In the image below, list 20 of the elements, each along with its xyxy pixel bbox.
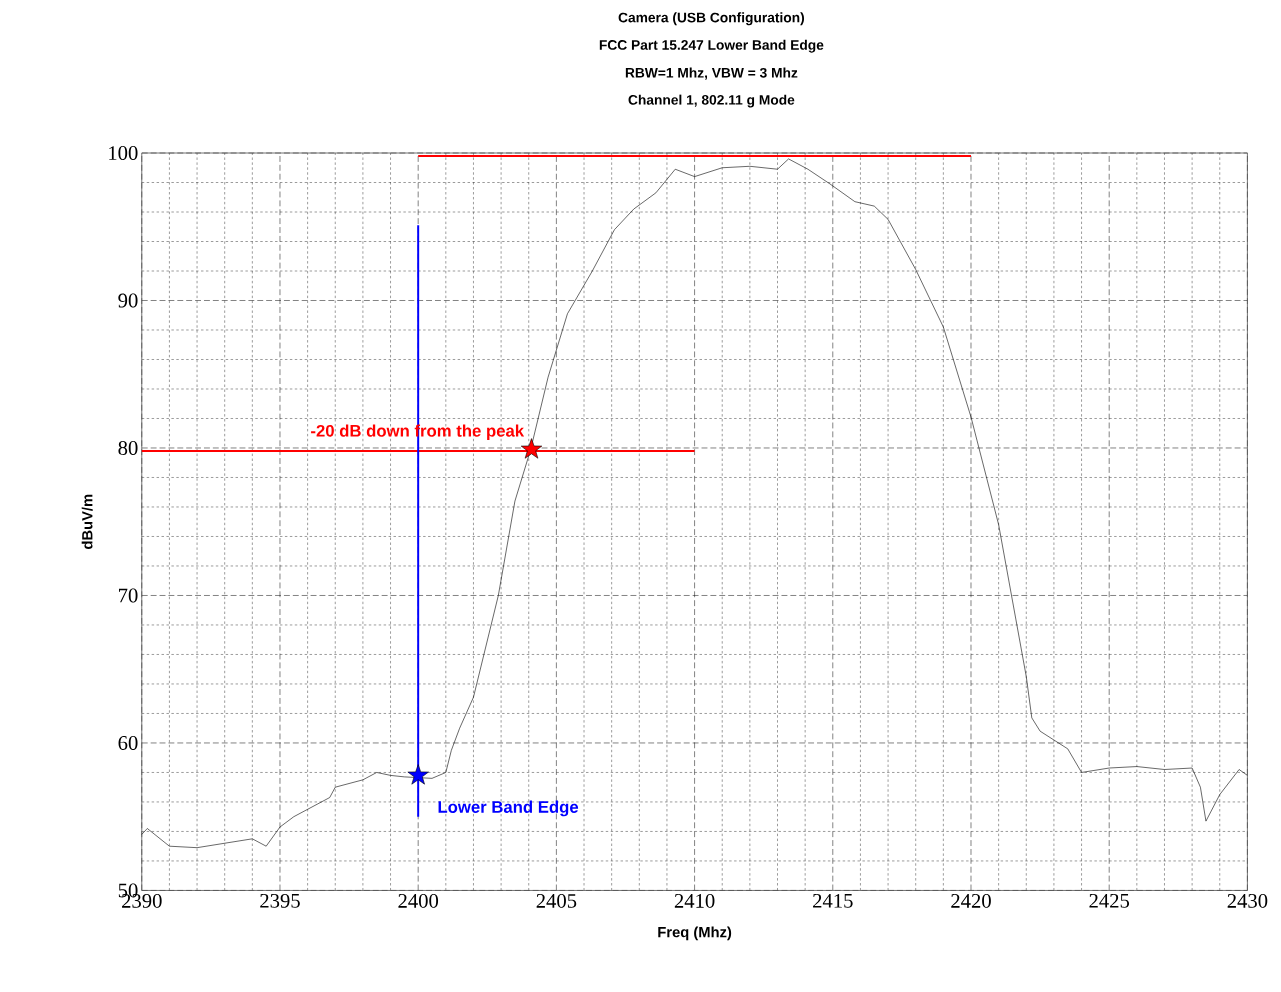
y-tick-label: 90 xyxy=(118,293,138,308)
x-tick-label: 2420 xyxy=(951,893,991,908)
text: FCC Part 15.247 Lower Band Edge xyxy=(599,39,824,53)
y-tick-label: 80 xyxy=(118,440,138,455)
x-tick-label: 2430 xyxy=(1227,893,1268,908)
x-tick-label: 2395 xyxy=(260,893,300,908)
text: Channel 1, 802.11 g Mode xyxy=(628,94,795,108)
text: RBW=1 Mhz, VBW = 3 Mhz xyxy=(625,67,798,80)
x-tick-label: 2425 xyxy=(1089,893,1130,908)
x-tick-label: 2410 xyxy=(674,893,715,908)
text: Camera (USB Configuration) xyxy=(618,12,805,26)
x-axis-title: Freq (Mhz) xyxy=(658,926,732,941)
y-tick-label: 70 xyxy=(119,588,138,603)
x-tick-label: 2415 xyxy=(813,893,853,908)
x-tick-label: 2405 xyxy=(536,893,577,908)
x-tick-label: 2400 xyxy=(398,893,439,908)
y-axis-title: dBuV/m xyxy=(81,494,93,549)
y-tick-label: 100 xyxy=(109,145,138,160)
annotation: Lower Band Edge xyxy=(438,800,579,817)
y-tick-label: 60 xyxy=(118,735,138,750)
